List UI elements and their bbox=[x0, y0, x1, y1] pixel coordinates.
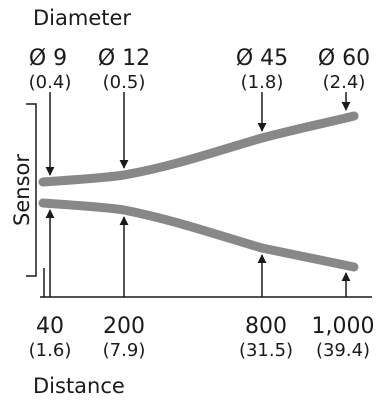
diameter-sub-1: (0.4) bbox=[28, 72, 72, 93]
distance-title: Distance bbox=[33, 374, 125, 398]
diameter-sub-4: (2.4) bbox=[322, 72, 366, 93]
distance-sub-2: (7.9) bbox=[102, 340, 146, 361]
distance-label-1: 40 bbox=[36, 314, 64, 339]
distance-sub-4: (39.4) bbox=[315, 340, 371, 361]
diameter-label-1: Ø 9 bbox=[28, 46, 68, 71]
diameter-sub-3: (1.8) bbox=[240, 72, 284, 93]
diameter-label-3: Ø 45 bbox=[235, 46, 289, 71]
diameter-sub-2: (0.5) bbox=[102, 72, 146, 93]
distance-sub-3: (31.5) bbox=[238, 340, 294, 361]
distance-label-2: 200 bbox=[103, 314, 145, 339]
sensor-label: Sensor bbox=[10, 154, 34, 226]
sensor-bracket bbox=[26, 103, 37, 277]
beam-upper-edge bbox=[38, 111, 359, 187]
diameter-title: Diameter bbox=[33, 6, 132, 30]
beam-lower-edge bbox=[38, 198, 359, 272]
diameter-label-4: Ø 60 bbox=[317, 46, 371, 71]
distance-sub-1: (1.6) bbox=[28, 340, 72, 361]
distance-label-4: 1,000 bbox=[311, 314, 375, 339]
diameter-label-2: Ø 12 bbox=[97, 46, 151, 71]
distance-label-3: 800 bbox=[245, 314, 287, 339]
